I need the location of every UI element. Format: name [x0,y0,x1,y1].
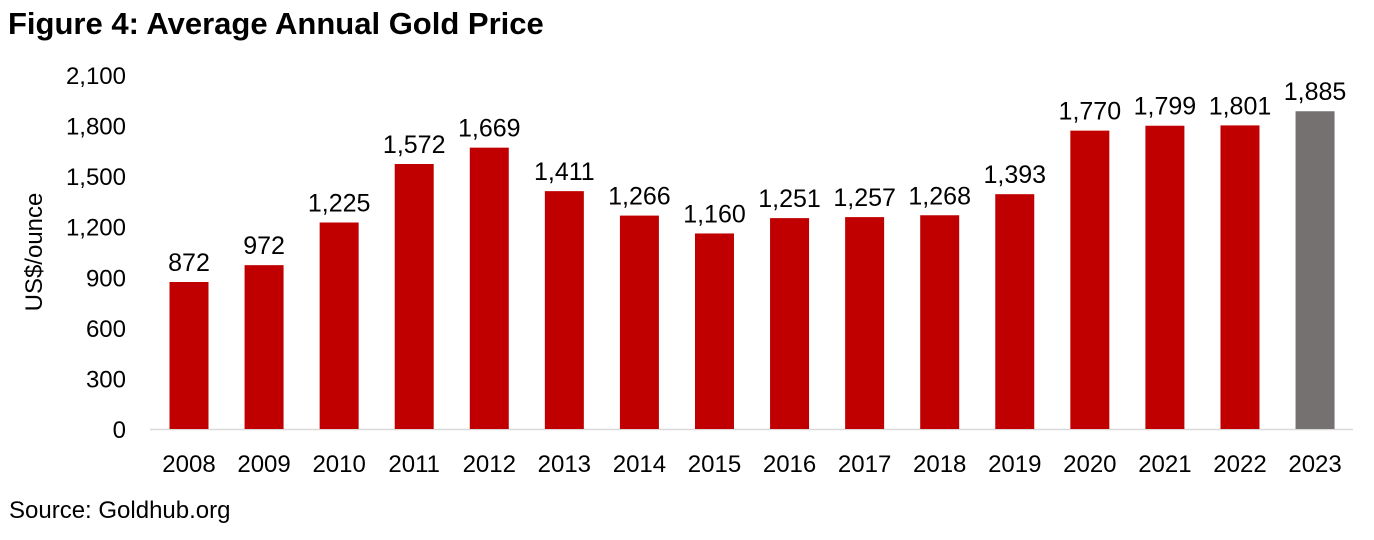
x-tick-label: 2009 [237,451,290,478]
data-label-2013: 1,411 [534,158,595,186]
data-label-2011: 1,572 [383,131,446,159]
y-axis-label: US$/ounce [21,193,48,312]
y-tick-label: 2,100 [66,63,126,90]
x-tick-label: 2010 [312,451,365,478]
y-tick-label: 1,500 [66,164,126,191]
data-label-2015: 1,160 [683,200,746,228]
y-tick-label: 600 [86,316,126,343]
y-tick-label: 300 [86,366,126,393]
source-note: Source: Goldhub.org [9,497,231,524]
bar-2011 [394,164,434,429]
data-label-2023: 1,885 [1284,78,1347,106]
x-tick-label: 2016 [763,451,816,478]
y-axis-ticks: 0 300 600 900 1,200 1,500 1,800 2,100 [66,63,126,444]
bar-2023 [1295,111,1335,429]
data-label-2020: 1,770 [1059,98,1122,126]
bar-2021 [1145,125,1185,430]
x-tick-label: 2015 [688,451,741,478]
x-tick-label: 2021 [1138,451,1191,478]
data-label-2019: 1,393 [983,161,1046,189]
x-tick-label: 2019 [988,451,1041,478]
x-tick-label: 2014 [613,451,666,478]
x-tick-label: 2011 [388,451,440,478]
data-label-2016: 1,251 [758,185,821,213]
y-tick-label: 900 [86,265,126,292]
bar-2010 [319,222,359,429]
data-label-2017: 1,257 [833,184,896,212]
data-label-2018: 1,268 [908,182,971,210]
bar-2018 [920,215,960,429]
x-tick-label: 2023 [1288,451,1341,478]
bar-2015 [694,233,734,429]
data-labels: 872 972 1,225 1,572 1,669 1,411 1,266 1,160 1,25… [168,78,1346,277]
data-label-2010: 1,225 [308,190,371,218]
data-label-2022: 1,801 [1209,92,1272,120]
bar-2016 [770,218,810,429]
data-label-2012: 1,669 [458,115,521,143]
y-tick-label: 1,800 [66,114,126,141]
bar-2009 [244,265,284,429]
x-tick-label: 2022 [1213,451,1266,478]
data-label-2021: 1,799 [1134,93,1197,121]
bar-2012 [469,147,509,429]
bars [169,111,1335,430]
bar-2019 [995,194,1035,429]
data-label-2009: 972 [243,232,285,260]
x-tick-label: 2012 [463,451,516,478]
x-tick-label: 2020 [1063,451,1116,478]
bar-2020 [1070,130,1110,429]
y-tick-label: 0 [113,417,126,444]
x-tick-label: 2018 [913,451,966,478]
bar-2022 [1220,125,1260,429]
data-label-2008: 872 [168,249,210,277]
x-tick-label: 2017 [838,451,891,478]
data-label-2014: 1,266 [608,183,671,211]
bar-2014 [619,215,659,429]
y-tick-label: 1,200 [66,215,126,242]
x-tick-label: 2008 [162,451,215,478]
bar-2013 [544,191,584,429]
bar-2017 [845,217,885,429]
figure-title: Figure 4: Average Annual Gold Price [8,6,544,41]
x-axis-ticks: 2008 2009 2010 2011 2012 2013 2014 2015 2016 2017… [162,451,1341,478]
x-tick-label: 2013 [538,451,591,478]
bar-2008 [169,282,209,429]
